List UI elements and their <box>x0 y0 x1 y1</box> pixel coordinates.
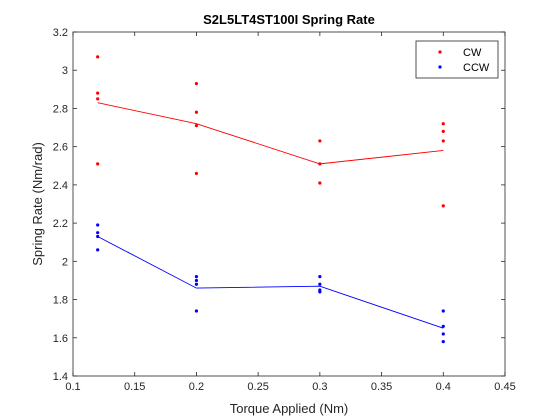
plot-area <box>73 32 505 376</box>
data-point-cw <box>442 204 445 207</box>
data-point-cw <box>96 92 99 95</box>
data-point-ccw <box>442 340 445 343</box>
x-tick-label: 0.2 <box>189 381 204 393</box>
legend-marker-cw <box>438 50 441 53</box>
data-point-cw <box>195 111 198 114</box>
y-tick-label: 2 <box>62 256 68 268</box>
y-tick-label: 2.8 <box>53 103 68 115</box>
data-point-ccw <box>442 309 445 312</box>
data-point-cw <box>195 82 198 85</box>
data-point-ccw <box>195 309 198 312</box>
y-tick-label: 3 <box>62 65 68 77</box>
legend-label-cw: CW <box>463 47 482 59</box>
data-point-cw <box>318 139 321 142</box>
x-tick-label: 0.4 <box>436 381 451 393</box>
y-tick-label: 1.8 <box>53 295 68 307</box>
data-point-cw <box>442 130 445 133</box>
data-point-cw <box>442 122 445 125</box>
legend-label-ccw: CCW <box>463 62 490 74</box>
y-tick-label: 3.2 <box>53 27 68 39</box>
data-point-cw <box>195 172 198 175</box>
data-point-ccw <box>318 283 321 286</box>
data-point-ccw <box>195 279 198 282</box>
y-tick-label: 2.4 <box>53 180 68 192</box>
data-point-cw <box>96 97 99 100</box>
data-point-ccw <box>96 223 99 226</box>
data-point-ccw <box>96 235 99 238</box>
legend: CW CCW <box>416 41 498 78</box>
x-tick-label: 0.45 <box>494 381 515 393</box>
data-point-cw <box>195 124 198 127</box>
data-point-ccw <box>96 231 99 234</box>
data-point-cw <box>96 162 99 165</box>
data-point-cw <box>96 55 99 58</box>
x-tick-label: 0.25 <box>247 381 268 393</box>
data-point-ccw <box>318 275 321 278</box>
y-tick-label: 2.6 <box>53 142 68 154</box>
data-point-cw <box>318 162 321 165</box>
data-point-cw <box>318 181 321 184</box>
data-point-ccw <box>195 283 198 286</box>
y-tick-label: 2.2 <box>53 218 68 230</box>
x-tick-label: 0.15 <box>124 381 145 393</box>
x-tick-label: 0.3 <box>312 381 327 393</box>
x-tick-label: 0.35 <box>371 381 392 393</box>
y-tick-label: 1.4 <box>53 371 68 383</box>
data-point-ccw <box>442 332 445 335</box>
y-axis-label: Spring Rate (Nm/rad) <box>30 142 45 266</box>
legend-marker-ccw <box>438 65 441 68</box>
data-point-ccw <box>96 248 99 251</box>
data-point-cw <box>442 139 445 142</box>
x-axis-label: Torque Applied (Nm) <box>230 401 349 416</box>
data-point-ccw <box>195 275 198 278</box>
data-point-ccw <box>318 290 321 293</box>
chart-title: S2L5LT4ST100I Spring Rate <box>203 12 375 27</box>
y-tick-label: 1.6 <box>53 333 68 345</box>
data-point-ccw <box>442 325 445 328</box>
